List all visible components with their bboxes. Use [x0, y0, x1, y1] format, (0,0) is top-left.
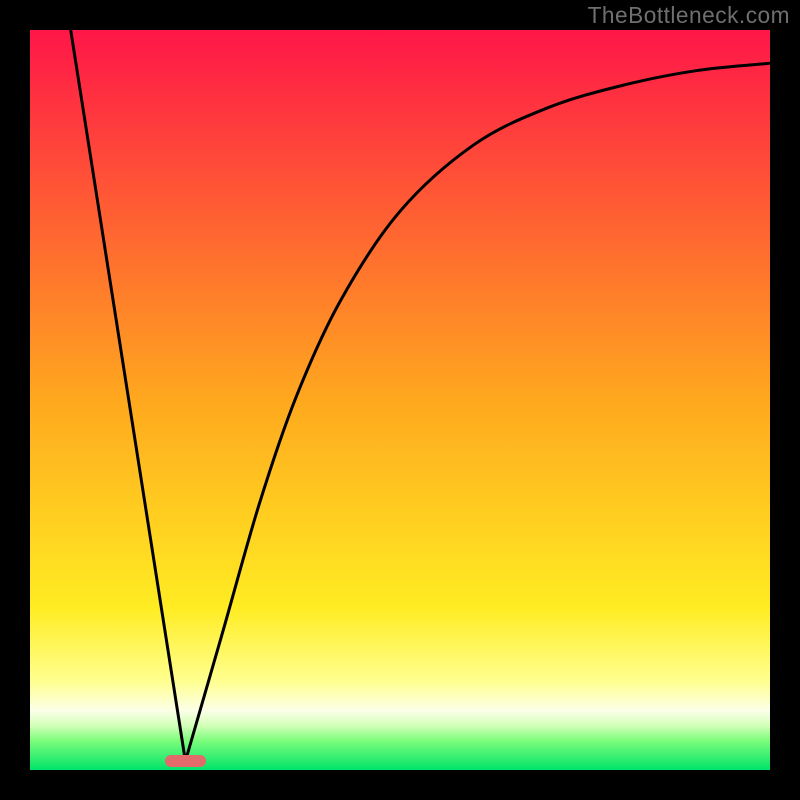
plot-area	[30, 30, 770, 770]
watermark-text: TheBottleneck.com	[588, 2, 790, 29]
gradient-rect	[30, 30, 770, 770]
optimal-marker	[165, 755, 206, 767]
gradient-background	[30, 30, 770, 770]
chart-container: TheBottleneck.com	[0, 0, 800, 800]
